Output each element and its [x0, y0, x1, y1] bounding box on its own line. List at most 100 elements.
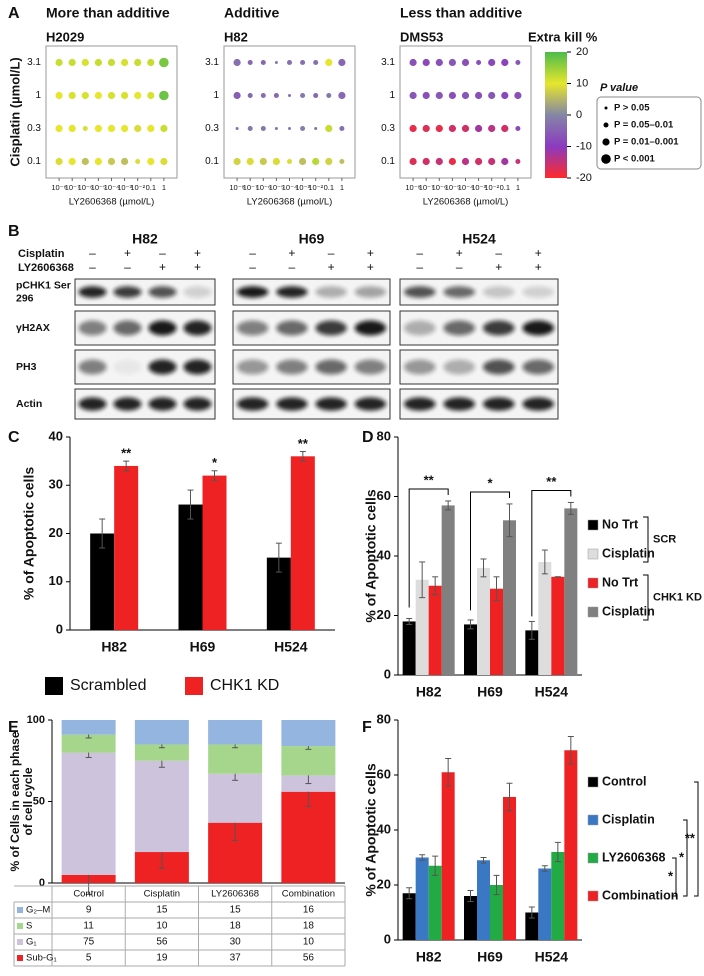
legend-swatch: [587, 548, 599, 560]
dot: [68, 58, 76, 67]
p-legend-label: P = 0.05–0.01: [614, 120, 674, 131]
dot: [121, 91, 129, 100]
x-tick-label: H524: [535, 684, 569, 700]
x-tick-label: 10⁻⁷: [243, 183, 258, 192]
dot: [461, 58, 470, 67]
y-tick-label: 80: [377, 711, 391, 726]
plot-frame: [223, 45, 356, 179]
bar-segment: [281, 746, 336, 776]
blot-row-label: pCHK1 Ser: [16, 279, 71, 291]
blot-band: [443, 359, 476, 375]
y-tick-label: 0.3: [205, 123, 219, 134]
blot-band: [113, 286, 142, 298]
blot-band: [276, 286, 308, 298]
y-axis-label: % of Apoptotic cells: [363, 763, 379, 896]
p-legend-label: P < 0.001: [614, 154, 655, 165]
dot: [313, 60, 319, 65]
dot: [288, 94, 291, 97]
legend-swatch: [185, 677, 203, 695]
blot-band: [276, 397, 308, 411]
x-tick-label: H524: [535, 949, 569, 965]
dot: [81, 157, 89, 166]
x-tick-label: 10⁻⁵: [445, 183, 460, 192]
blot-band: [482, 286, 515, 298]
x-tick-label: Cisplatin: [144, 889, 180, 900]
table-cell: 18: [303, 921, 315, 932]
x-tick-label: 10⁻⁷: [419, 183, 434, 192]
dot: [134, 91, 142, 100]
blot-band: [482, 397, 515, 411]
y-tick-label: 0.1: [27, 156, 41, 167]
treatment-label: Cisplatin: [18, 248, 65, 260]
dot: [448, 157, 456, 166]
dot: [233, 157, 241, 166]
x-tick-label: H69: [477, 684, 503, 700]
x-tick-label: 10⁻³: [295, 183, 310, 192]
dot: [501, 124, 509, 133]
dot: [475, 157, 483, 166]
legend-swatch: [17, 923, 23, 929]
panel-letter: A: [8, 5, 20, 22]
dot: [147, 91, 155, 100]
x-tick-label: 1: [162, 183, 166, 192]
dot: [409, 91, 417, 100]
blot-band: [183, 359, 212, 375]
x-tick-label: 10⁻⁴: [282, 183, 298, 192]
bar: [525, 630, 539, 675]
bar-segment: [61, 720, 116, 735]
bar: [290, 456, 315, 630]
legend-label: Cisplatin: [602, 812, 655, 826]
dot: [94, 91, 102, 100]
dot: [300, 93, 306, 98]
y-tick-label: 0.3: [27, 123, 41, 134]
significance: *: [668, 868, 674, 883]
significance: **: [685, 830, 696, 845]
significance-bracket: [672, 857, 677, 897]
treatment-sign: +: [288, 246, 295, 260]
blot-band: [403, 359, 436, 375]
bar: [477, 567, 490, 675]
legend-swatch: [587, 814, 599, 826]
table-cell: 10: [303, 937, 315, 948]
bar: [464, 896, 477, 940]
dot: [501, 58, 509, 67]
y-axis-label: of cell cycle: [21, 767, 35, 835]
blot-band: [522, 320, 555, 336]
bar: [490, 885, 503, 940]
dot: [338, 91, 346, 100]
table-cell: 11: [83, 921, 94, 932]
blot-band: [183, 286, 212, 298]
bar: [402, 621, 416, 675]
x-tick-label: 10⁻⁸: [51, 183, 66, 192]
panel-letter: C: [8, 429, 20, 446]
treatment-sign: +: [194, 260, 201, 274]
dot: [488, 91, 496, 100]
dot: [107, 124, 116, 133]
y-tick-label: 1: [35, 90, 41, 101]
y-tick-label: 20: [377, 876, 391, 891]
blot-band: [148, 286, 177, 298]
dot: [488, 124, 496, 133]
chart-title: More than additive: [46, 5, 170, 21]
x-tick-label: 10⁻⁸: [405, 183, 420, 192]
blot-band: [354, 397, 387, 411]
legend-label: No Trt: [602, 517, 639, 531]
dot: [160, 124, 168, 133]
y-tick-label: 0: [56, 621, 63, 636]
dot: [475, 124, 483, 133]
dot: [68, 157, 76, 166]
blot-band: [443, 397, 476, 411]
bar-segment: [281, 791, 336, 883]
colorbar-tick-label: 0: [576, 109, 582, 121]
x-tick-label: 10⁻⁷: [65, 183, 80, 192]
bar: [564, 508, 578, 675]
dot: [435, 157, 443, 166]
legend-label: Combination: [602, 888, 678, 902]
dot: [107, 91, 116, 100]
dot: [313, 93, 319, 98]
treatment-sign: –: [89, 246, 96, 260]
dot: [501, 157, 509, 166]
x-tick-label: H524: [274, 639, 308, 655]
y-tick-label: 40: [49, 428, 63, 443]
dot: [488, 157, 496, 166]
